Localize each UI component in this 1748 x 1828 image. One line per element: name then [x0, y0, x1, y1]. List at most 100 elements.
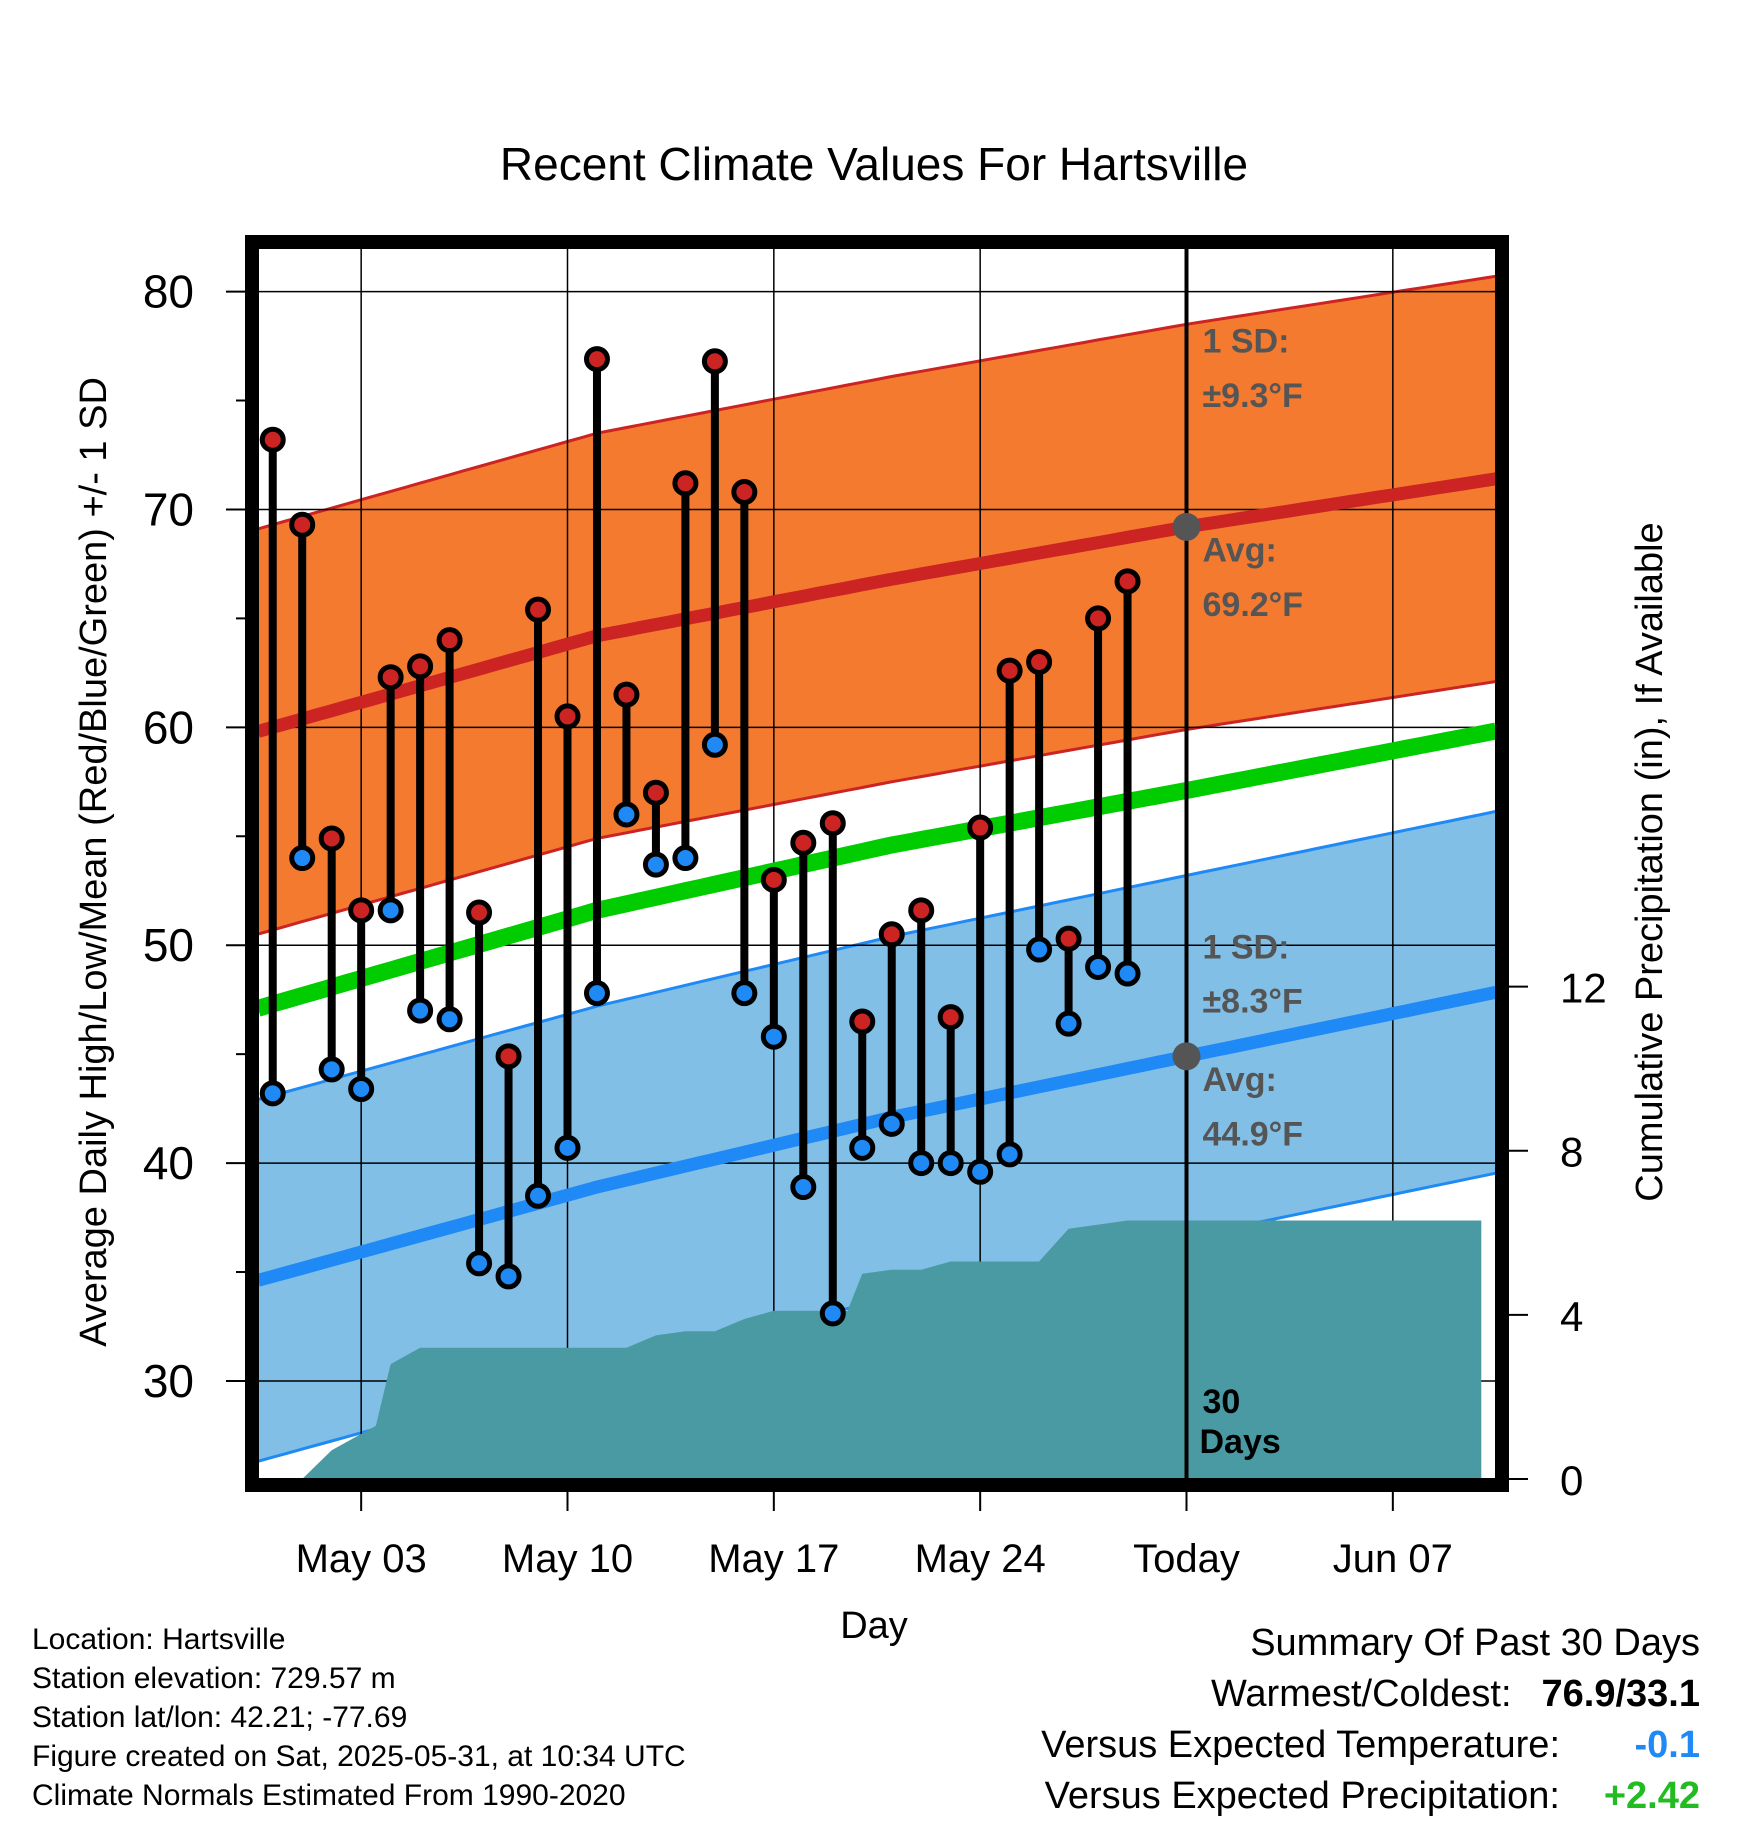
- high-point: [583, 346, 610, 373]
- summary-panel: Summary Of Past 30 Days Warmest/Coldest:…: [1041, 1618, 1700, 1822]
- high-point: [701, 348, 728, 375]
- low-point: [672, 845, 699, 872]
- precip-label: Versus Expected Precipitation:: [1044, 1775, 1560, 1817]
- y2-tick-label: 8: [1560, 1129, 1583, 1176]
- low-point: [259, 1080, 286, 1107]
- low-point: [583, 980, 610, 1007]
- y-axis-title: Average Daily High/Low/Mean (Red/Blue/Gr…: [73, 377, 115, 1347]
- sd-high-value: ±9.3°F: [1203, 377, 1303, 415]
- high-point: [642, 779, 669, 806]
- high-sd-upper-edge: [258, 274, 1496, 531]
- location-text: Location: Hartsville: [32, 1623, 286, 1656]
- low-point: [436, 1006, 463, 1033]
- low-point: [878, 1110, 905, 1137]
- sd-high-label: 1 SD:: [1203, 323, 1290, 361]
- high-point: [554, 703, 581, 730]
- low-point: [731, 980, 758, 1007]
- x-tick-label: May 03: [296, 1537, 427, 1581]
- summary-temp: Versus Expected Temperature: -0.1: [1041, 1720, 1700, 1771]
- low-point: [642, 851, 669, 878]
- high-point: [525, 596, 552, 623]
- low-point: [348, 1076, 375, 1103]
- summary-warm-cold: Warmest/Coldest: 76.9/33.1: [1041, 1669, 1700, 1720]
- y-tick-label: 60: [143, 701, 194, 753]
- y2-tick-label: 0: [1560, 1457, 1583, 1504]
- x-tick-label: May 17: [708, 1537, 839, 1581]
- low-point: [967, 1158, 994, 1185]
- high-point: [849, 1008, 876, 1035]
- high-point: [790, 829, 817, 856]
- high-point: [937, 1004, 964, 1031]
- avg-high-line: [258, 472, 1496, 738]
- low-point: [996, 1141, 1023, 1168]
- high-point: [1055, 925, 1082, 952]
- low-point: [613, 801, 640, 828]
- normals-text: Climate Normals Estimated From 1990-2020: [32, 1779, 626, 1812]
- high-point: [760, 866, 787, 893]
- y-tick-label: 40: [143, 1137, 194, 1189]
- avg-low-line: [258, 985, 1496, 1287]
- y2-tick-label: 4: [1560, 1293, 1583, 1340]
- low-point: [495, 1263, 522, 1290]
- high-point: [289, 511, 316, 538]
- y-tick-label: 30: [143, 1355, 194, 1407]
- x-axis-title: Day: [840, 1605, 908, 1647]
- x-tick-label: Jun 07: [1333, 1537, 1453, 1581]
- temp-label: Versus Expected Temperature:: [1041, 1724, 1560, 1766]
- high-point: [1085, 605, 1112, 632]
- y2-axis-title: Cumulative Precipitation (in), If Availa…: [1629, 522, 1671, 1201]
- low-point: [554, 1134, 581, 1161]
- low-point: [1085, 953, 1112, 980]
- warm-cold-label: Warmest/Coldest:: [1210, 1673, 1512, 1715]
- high-point: [613, 681, 640, 708]
- low-point: [819, 1300, 846, 1327]
- today-avg-high-marker: [1172, 512, 1201, 541]
- elevation-text: Station elevation: 729.57 m: [32, 1662, 396, 1695]
- low-point: [1055, 1010, 1082, 1037]
- summary-precip: Versus Expected Precipitation: +2.42: [1041, 1771, 1700, 1822]
- created-text: Figure created on Sat, 2025-05-31, at 10…: [32, 1740, 686, 1773]
- y2-tick-label: 12: [1560, 965, 1607, 1012]
- high-point: [672, 470, 699, 497]
- warm-cold-value: 76.9/33.1: [1541, 1673, 1700, 1715]
- high-point: [967, 814, 994, 841]
- y-tick-label: 80: [143, 266, 194, 318]
- high-point: [878, 921, 905, 948]
- high-point: [996, 657, 1023, 684]
- high-sd-lower-edge: [258, 680, 1496, 936]
- y-tick-label: 50: [143, 919, 194, 971]
- low-point: [1114, 960, 1141, 987]
- low-point: [908, 1150, 935, 1177]
- high-point: [407, 653, 434, 680]
- latlon-text: Station lat/lon: 42.21; -77.69: [32, 1701, 408, 1734]
- high-point: [731, 479, 758, 506]
- high-sd-band: [258, 276, 1496, 935]
- high-point: [1026, 648, 1053, 675]
- high-point: [377, 664, 404, 691]
- high-point: [1114, 568, 1141, 595]
- avg-high-label: Avg:: [1203, 532, 1277, 570]
- low-point: [849, 1134, 876, 1161]
- sd-low-label: 1 SD:: [1203, 928, 1290, 966]
- low-point: [1026, 936, 1053, 963]
- low-point: [701, 731, 728, 758]
- plot-frame: [245, 235, 1509, 1492]
- x-tick-label: May 24: [915, 1537, 1046, 1581]
- x-tick-label: Today: [1133, 1537, 1240, 1581]
- precip-value: +2.42: [1603, 1775, 1700, 1817]
- x-tick-label: May 10: [502, 1537, 633, 1581]
- low-point: [377, 897, 404, 924]
- low-point: [289, 845, 316, 872]
- avg-low-value: 44.9°F: [1203, 1116, 1304, 1154]
- sd-low-value: ±8.3°F: [1203, 983, 1303, 1021]
- high-point: [259, 426, 286, 453]
- low-point: [760, 1023, 787, 1050]
- high-point: [348, 897, 375, 924]
- low-point: [318, 1056, 345, 1083]
- today-avg-low-marker: [1172, 1042, 1201, 1071]
- low-point: [525, 1182, 552, 1209]
- high-point: [819, 810, 846, 837]
- station-info: Location: Hartsville Station elevation: …: [32, 1620, 686, 1815]
- days-word-label: Days: [1200, 1423, 1281, 1461]
